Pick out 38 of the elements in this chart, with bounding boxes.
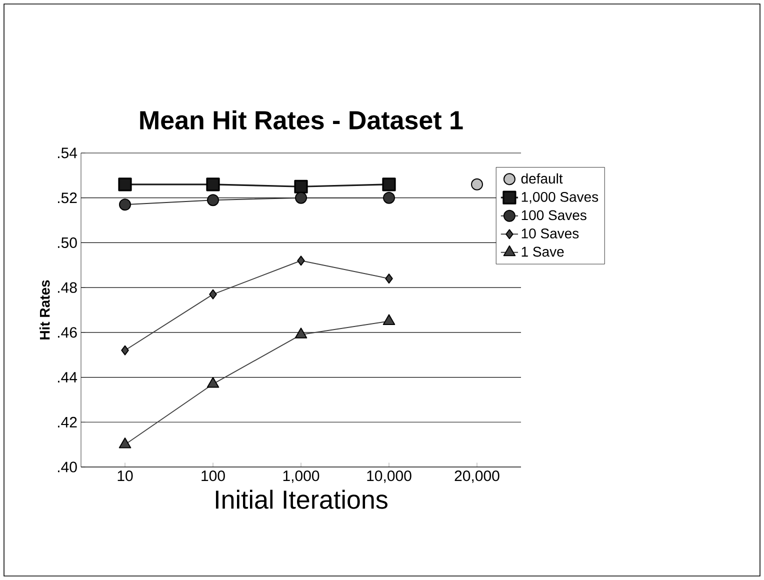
legend-label: 100 Saves [522,210,586,220]
point [206,178,220,192]
point [118,178,132,192]
x-tick-label: 1,000 [283,470,320,483]
legend-label: 1 Save [522,246,564,257]
y-tick-label: .46 [58,327,77,338]
point [119,198,132,211]
y-tick-label: .40 [58,462,77,472]
point [295,192,307,204]
y-tick-label: .50 [58,237,77,248]
y-tick-label: .52 [58,192,77,204]
point [207,194,219,206]
x-tick-label: 10 [118,470,133,482]
point [382,178,396,192]
point [383,192,395,204]
point [209,289,217,300]
legend-label: 1,000 Saves [522,192,598,204]
y-tick-label: .42 [58,416,77,428]
x-axis-title: Initial Iterations [216,490,388,509]
point [471,178,483,190]
point [118,438,132,448]
y-tick-label: .44 [58,372,78,382]
chart-title: Mean Hit Rates - Dataset 1 [140,110,463,130]
point [297,256,305,266]
point [206,377,220,388]
legend-label: 10 Saves [522,228,579,238]
y-axis-title: Hit Rates [39,280,50,340]
point [121,345,129,356]
x-tick-label: 100 [202,470,225,482]
legend-label: default [521,173,563,184]
x-tick-label: 20,000 [454,470,500,483]
y-tick-label: .48 [58,282,77,293]
point [385,274,393,284]
point [294,180,308,194]
y-tick-label: .54 [58,148,78,158]
point [382,314,396,325]
point [294,328,308,338]
x-tick-label: 10,000 [367,470,412,483]
